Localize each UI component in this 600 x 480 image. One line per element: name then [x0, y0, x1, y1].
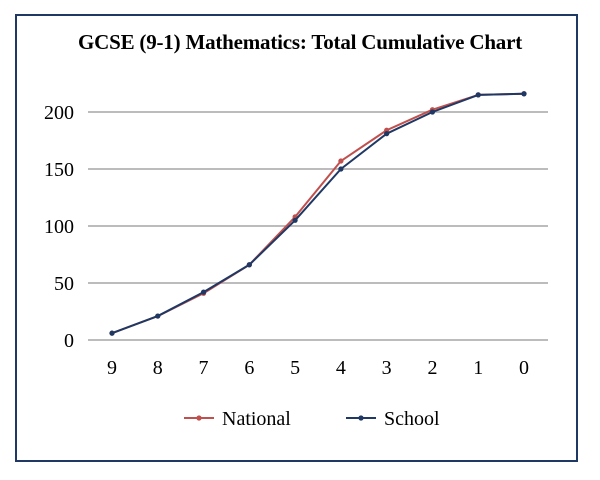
y-tick-label: 50 — [54, 273, 74, 295]
data-point — [338, 166, 344, 172]
series-national — [109, 91, 527, 336]
x-tick-label: 2 — [427, 357, 437, 379]
x-tick-label: 7 — [199, 357, 209, 379]
data-point — [429, 109, 436, 115]
legend-item-school: School — [346, 408, 440, 430]
x-tick-label: 6 — [244, 357, 254, 379]
data-point — [292, 217, 298, 223]
series-line-school — [111, 92, 525, 335]
data-point — [521, 91, 527, 97]
series-line-national — [111, 92, 525, 335]
x-axis-tick-labels: 9 8 7 6 5 4 3 2 1 0 — [107, 357, 529, 379]
x-tick-label: 0 — [519, 357, 529, 379]
y-tick-label: 0 — [64, 330, 74, 352]
data-point — [109, 330, 115, 336]
chart-frame — [15, 14, 578, 462]
x-tick-label: 3 — [382, 357, 392, 379]
data-point — [246, 262, 252, 268]
legend-label: National — [222, 408, 291, 430]
chart-title: GCSE (9-1) Mathematics: Total Cumulative… — [77, 30, 523, 54]
gridlines — [88, 111, 548, 341]
data-point — [475, 92, 481, 98]
x-tick-label: 8 — [153, 357, 163, 379]
y-axis-tick-labels: 0 50 100 150 200 — [44, 102, 74, 352]
y-tick-label: 200 — [44, 102, 74, 124]
x-tick-label: 1 — [473, 357, 483, 379]
y-tick-label: 150 — [44, 159, 74, 181]
x-tick-label: 9 — [107, 357, 117, 379]
legend: National School — [184, 408, 440, 430]
data-point — [338, 158, 344, 164]
x-tick-label: 4 — [336, 357, 346, 379]
data-point — [384, 131, 390, 137]
legend-marker — [196, 415, 202, 421]
y-tick-label: 100 — [44, 216, 74, 238]
legend-item-national: National — [184, 408, 291, 430]
x-tick-label: 5 — [290, 357, 300, 379]
series-lines — [109, 91, 527, 336]
legend-label: School — [384, 408, 440, 430]
series-school — [109, 91, 527, 336]
data-point — [155, 313, 161, 319]
data-point — [200, 289, 207, 295]
legend-marker — [358, 415, 364, 421]
